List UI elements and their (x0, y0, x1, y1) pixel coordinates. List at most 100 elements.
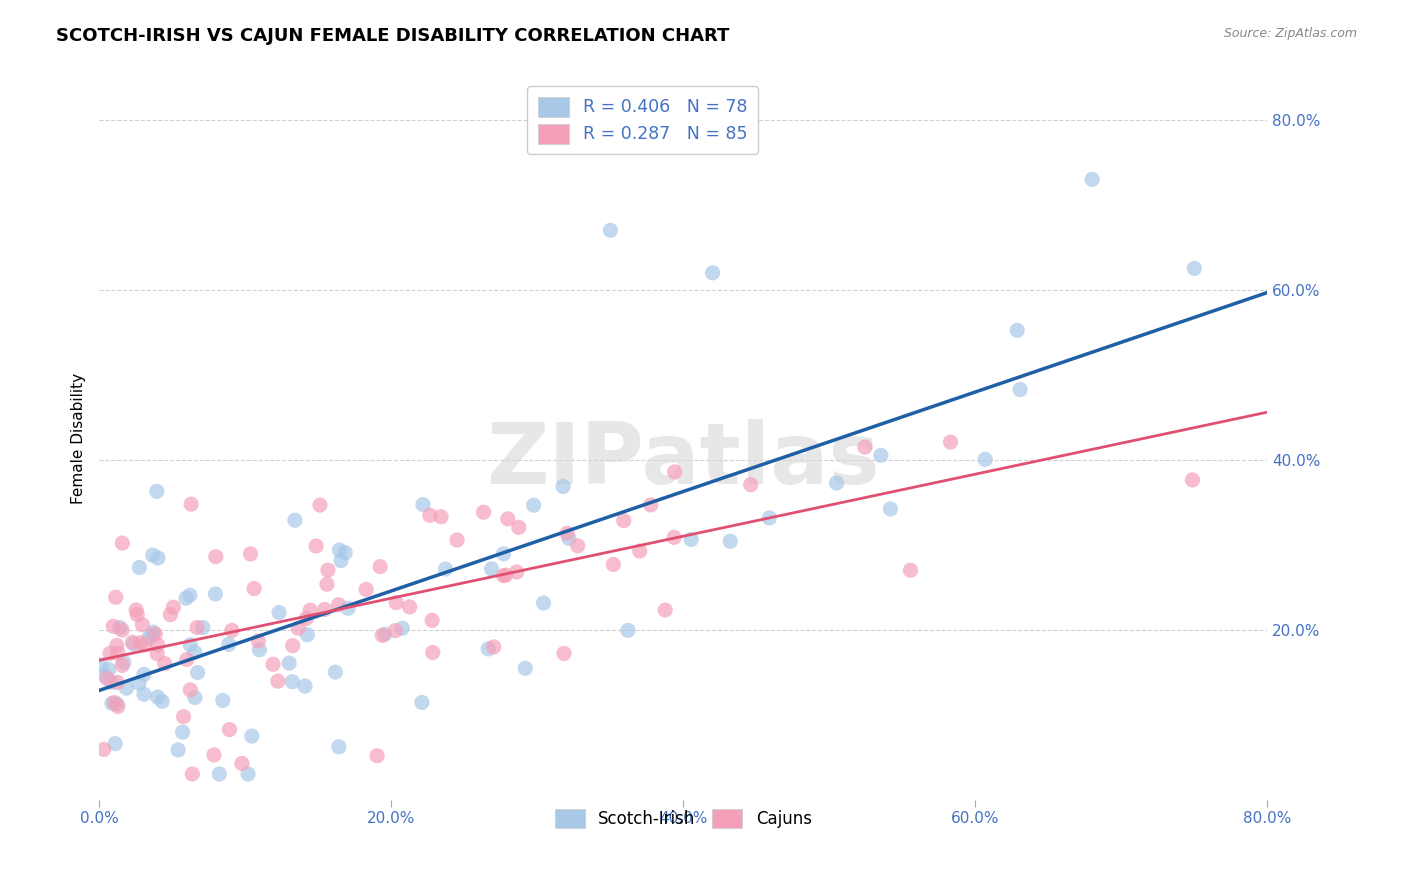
Point (202, 747, 225, 762)
Point (664, 465, 686, 479)
Point (111, 623, 134, 637)
Point (267, 606, 290, 620)
Point (174, 591, 197, 606)
Point (128, 676, 150, 690)
Point (1081, 172, 1104, 186)
Point (385, 596, 408, 610)
Point (354, 582, 377, 597)
Point (740, 477, 762, 491)
Point (477, 641, 499, 656)
Point (613, 514, 636, 528)
Point (505, 565, 527, 579)
Point (184, 690, 207, 705)
Point (602, 558, 624, 572)
Point (218, 723, 240, 737)
Point (247, 634, 270, 648)
Point (180, 497, 202, 511)
Point (681, 533, 703, 547)
Point (328, 543, 350, 558)
Point (496, 512, 519, 526)
Point (105, 639, 128, 653)
Point (141, 628, 163, 642)
Point (142, 548, 165, 562)
Text: SCOTCH-IRISH VS CAJUN FEMALE DISABILITY CORRELATION CHART: SCOTCH-IRISH VS CAJUN FEMALE DISABILITY … (56, 27, 730, 45)
Point (314, 602, 336, 616)
Point (553, 479, 575, 493)
Point (90, 657, 112, 672)
Point (94, 669, 117, 683)
Point (108, 620, 131, 634)
Point (281, 639, 304, 653)
Point (374, 627, 396, 641)
Point (187, 665, 209, 680)
Point (316, 563, 339, 577)
Point (391, 621, 413, 635)
Point (412, 498, 434, 512)
Point (309, 498, 332, 512)
Point (181, 767, 204, 781)
Point (628, 544, 651, 558)
Point (702, 266, 724, 280)
Text: Source: ZipAtlas.com: Source: ZipAtlas.com (1223, 27, 1357, 40)
Point (204, 549, 226, 564)
Point (96, 672, 118, 686)
Text: ZIPatlas: ZIPatlas (486, 418, 880, 501)
Point (239, 547, 262, 561)
Point (105, 697, 128, 711)
Point (112, 656, 135, 670)
Point (146, 690, 169, 704)
Point (287, 621, 309, 635)
Point (218, 637, 240, 651)
Point (267, 674, 290, 689)
Point (335, 546, 357, 560)
Point (523, 498, 546, 512)
Point (495, 568, 517, 582)
Point (825, 476, 848, 491)
Point (328, 739, 350, 754)
Point (323, 665, 346, 680)
Point (153, 657, 176, 671)
Point (122, 637, 145, 651)
Point (115, 681, 138, 695)
Point (104, 737, 127, 751)
Point (974, 452, 997, 467)
Point (294, 679, 316, 693)
Point (128, 560, 150, 574)
Point (299, 603, 322, 617)
Point (132, 687, 155, 701)
Point (662, 530, 685, 544)
Point (640, 498, 662, 512)
Point (446, 533, 468, 547)
Point (107, 646, 129, 660)
Point (558, 531, 581, 545)
Point (1007, 323, 1029, 337)
Point (125, 603, 148, 617)
Point (231, 756, 253, 771)
Point (284, 513, 307, 527)
Y-axis label: Female Disability: Female Disability (72, 373, 86, 504)
Point (107, 699, 129, 714)
Point (869, 448, 891, 462)
Point (533, 596, 555, 610)
Point (176, 652, 198, 666)
Point (430, 509, 453, 524)
Point (236, 767, 259, 781)
Point (129, 635, 152, 649)
Point (173, 709, 195, 723)
Point (103, 619, 125, 633)
Point (482, 640, 505, 654)
Point (278, 656, 301, 670)
Point (111, 536, 134, 550)
Point (179, 682, 201, 697)
Point (103, 696, 125, 710)
Point (305, 539, 328, 553)
Point (515, 661, 537, 675)
Point (179, 638, 201, 652)
Point (328, 598, 350, 612)
Point (145, 484, 167, 499)
Point (295, 611, 318, 625)
Point (900, 563, 922, 577)
Point (191, 621, 214, 635)
Point (420, 613, 443, 627)
Point (555, 526, 578, 541)
